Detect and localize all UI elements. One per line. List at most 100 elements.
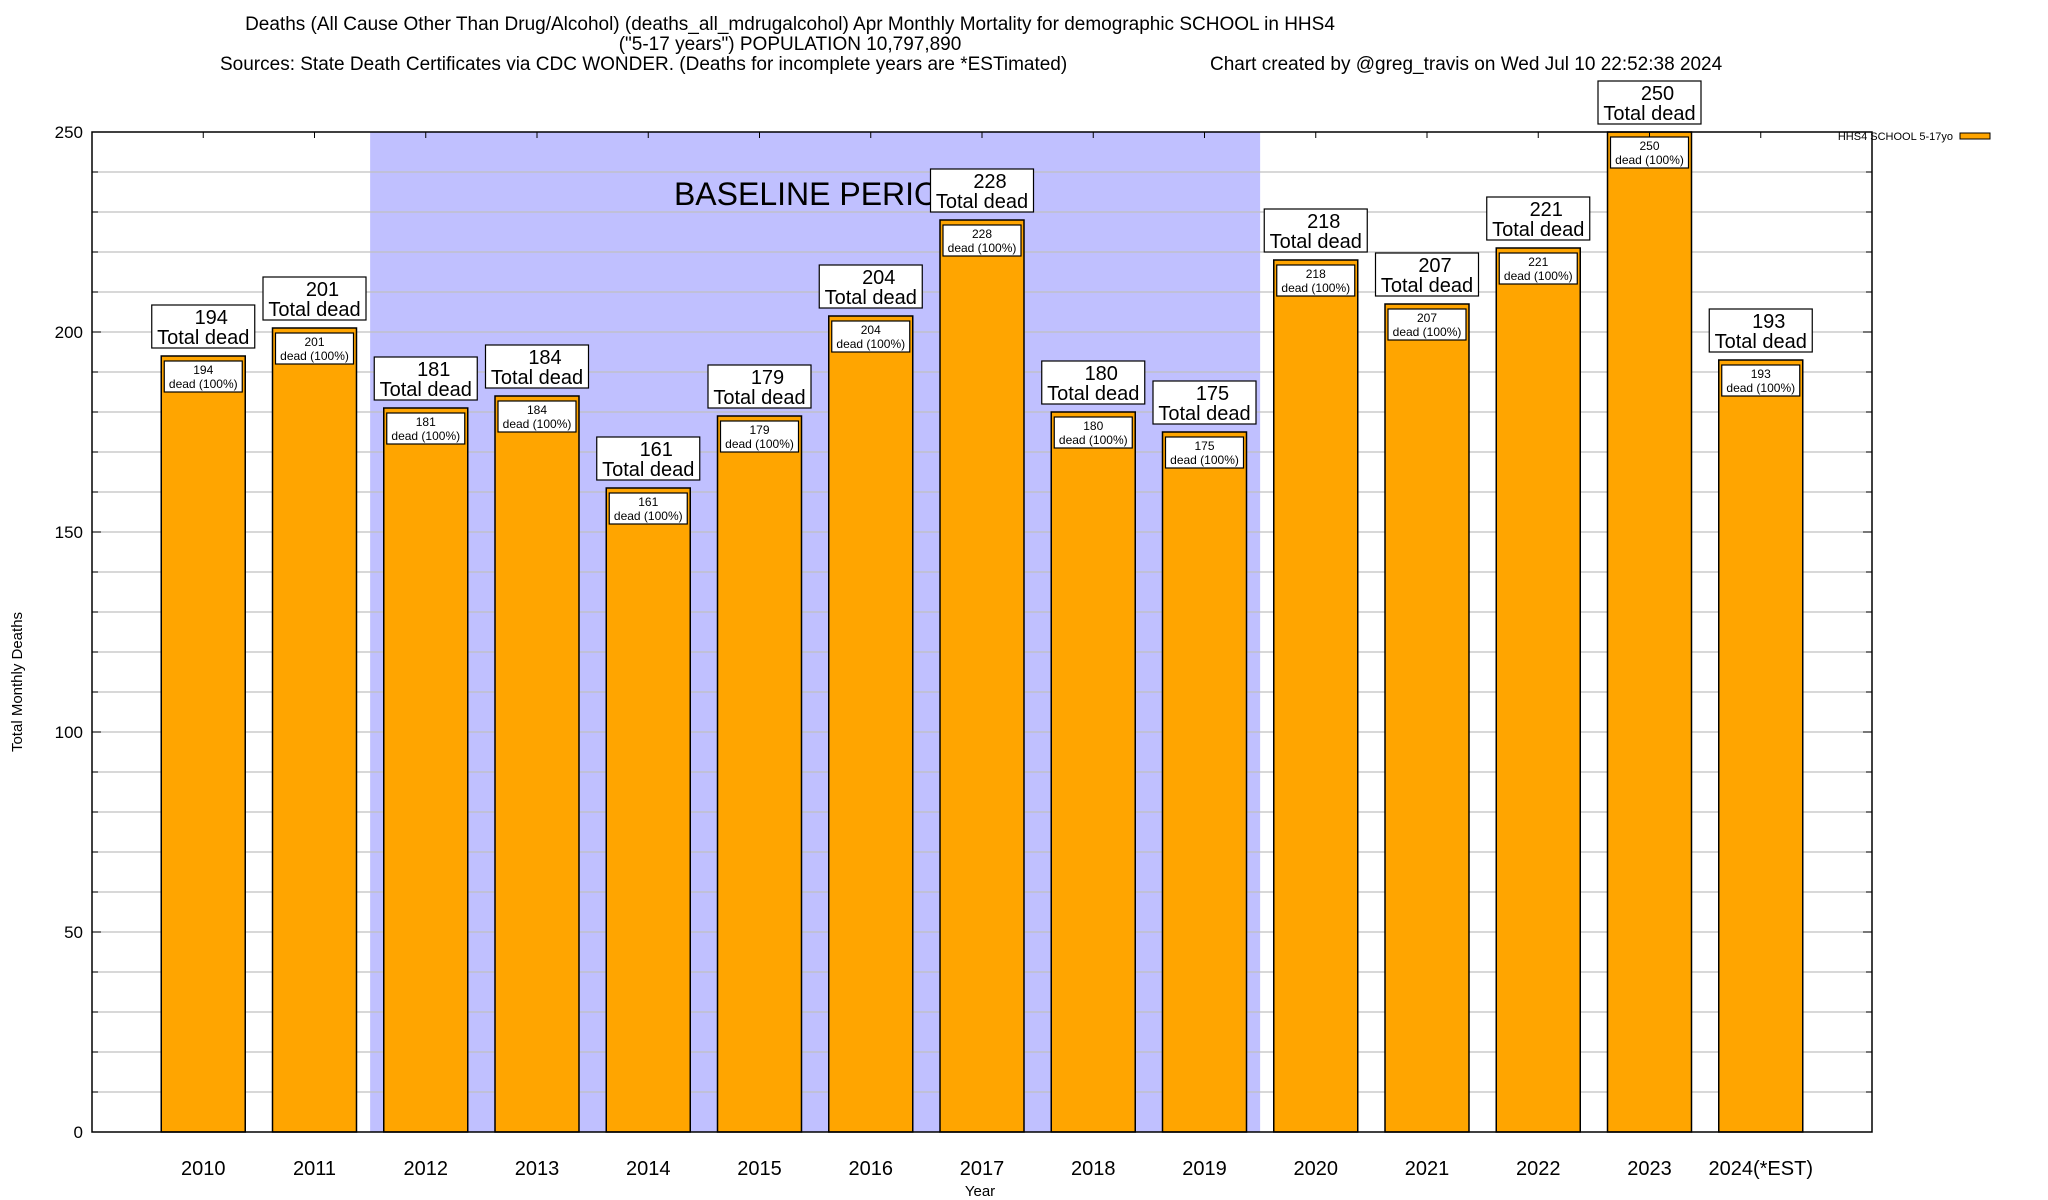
total-label-text: Total dead: [1047, 383, 1139, 405]
total-label-text: Total dead: [380, 379, 472, 401]
total-label-value: 228: [973, 171, 1006, 193]
legend-label: HHS4 SCHOOL 5-17yo: [1838, 131, 1953, 143]
inner-label-value: 180: [1083, 419, 1103, 433]
total-label-text: Total dead: [1492, 219, 1584, 241]
total-label-box: [373, 356, 478, 401]
bar-2015: [716, 415, 803, 1133]
baseline-period-label: BASELINE PERIOD: [674, 176, 962, 212]
inner-label-box: [274, 332, 355, 365]
inner-label-text: dead (100%): [1170, 453, 1239, 467]
plot-frame: [91, 131, 1873, 1133]
inner-label-text: dead (100%): [1281, 281, 1350, 295]
x-tick-label: 2018: [1071, 1158, 1116, 1180]
total-label-value: 250: [1641, 83, 1674, 105]
total-label-box: [707, 364, 812, 409]
bar-2024(*EST): [1718, 359, 1804, 1133]
inner-label-box: [1387, 308, 1467, 341]
total-label-value: 175: [1196, 383, 1229, 405]
total-label-box: [1263, 208, 1368, 253]
inner-label-value: 179: [749, 423, 769, 437]
inner-label-box: [1053, 416, 1133, 449]
inner-label-text: dead (100%): [280, 349, 349, 363]
inner-label-box: [1498, 252, 1578, 285]
total-label-box: [1152, 380, 1257, 425]
inner-label-box: [163, 360, 243, 393]
total-label-box: [1374, 252, 1480, 297]
total-label-box: [818, 264, 923, 309]
inner-label-box: [1721, 364, 1801, 397]
total-label-box: [1597, 80, 1702, 125]
total-label-value: 221: [1530, 199, 1563, 221]
inner-label-value: 175: [1194, 439, 1214, 453]
inner-label-value: 201: [304, 335, 324, 349]
bar-2014: [605, 487, 691, 1133]
inner-label-value: 194: [193, 363, 213, 377]
total-label-box: [1041, 360, 1146, 405]
total-label-value: 180: [1085, 363, 1118, 385]
inner-label-box: [831, 320, 911, 353]
total-label-box: [1486, 196, 1591, 241]
bar-2011: [271, 327, 358, 1133]
inner-label-text: dead (100%): [169, 377, 238, 391]
total-label-box: [929, 168, 1035, 213]
inner-label-value: 218: [1306, 267, 1326, 281]
inner-label-value: 221: [1528, 255, 1548, 269]
inner-label-value: 181: [416, 415, 436, 429]
inner-label-value: 161: [638, 495, 658, 509]
bar-2017: [939, 219, 1025, 1133]
x-tick-label: 2011: [293, 1158, 336, 1180]
total-label-value: 193: [1752, 311, 1785, 333]
inner-label-text: dead (100%): [725, 437, 794, 451]
total-label-text: Total dead: [1715, 331, 1807, 353]
y-axis-label: Total Monthly Deaths: [9, 612, 26, 752]
inner-label-box: [497, 400, 577, 433]
total-label-box: [484, 344, 590, 389]
total-label-text: Total dead: [1603, 103, 1695, 125]
bar-2018: [1050, 411, 1136, 1133]
total-label-value: 161: [640, 439, 673, 461]
y-tick-label: 250: [55, 123, 83, 142]
total-label-text: Total dead: [268, 299, 360, 321]
x-tick-label: 2024(*EST): [1709, 1158, 1814, 1180]
total-label-box: [262, 276, 367, 321]
x-tick-label: 2012: [404, 1158, 449, 1180]
inner-label-value: 228: [972, 227, 992, 241]
x-axis-label: Year: [965, 1183, 995, 1200]
inner-label-text: dead (100%): [948, 241, 1017, 255]
inner-label-text: dead (100%): [1615, 153, 1684, 167]
total-label-text: Total dead: [713, 387, 805, 409]
total-label-box: [1708, 308, 1813, 353]
x-tick-label: 2016: [849, 1158, 894, 1180]
y-tick-label: 0: [74, 1123, 83, 1142]
y-tick-label: 50: [64, 923, 83, 942]
total-label-box: [596, 436, 701, 481]
total-label-value: 204: [862, 267, 895, 289]
chart-sources: Sources: State Death Certificates via CD…: [220, 54, 1068, 75]
x-tick-label: 2017: [960, 1158, 1005, 1180]
legend-swatch: [1959, 132, 1991, 140]
inner-label-box: [1164, 436, 1245, 469]
total-label-value: 179: [751, 367, 784, 389]
chart-title-line-2: ("5-17 years") POPULATION 10,797,890: [618, 34, 962, 55]
total-label-text: Total dead: [825, 287, 917, 309]
bar-2021: [1384, 303, 1470, 1133]
inner-label-text: dead (100%): [1726, 381, 1795, 395]
inner-label-box: [1609, 136, 1690, 169]
bar-2016: [828, 315, 914, 1133]
chart-title-line-1: Deaths (All Cause Other Than Drug/Alcoho…: [245, 14, 1335, 35]
inner-label-value: 204: [861, 323, 881, 337]
total-label-value: 194: [195, 307, 228, 329]
inner-label-value: 184: [527, 403, 547, 417]
y-tick-label: 200: [55, 323, 83, 342]
total-label-value: 218: [1307, 211, 1340, 233]
inner-label-text: dead (100%): [1059, 433, 1128, 447]
inner-label-box: [719, 420, 800, 453]
x-tick-label: 2019: [1182, 1158, 1227, 1180]
bar-2010: [160, 355, 246, 1133]
total-label-value: 207: [1418, 255, 1451, 277]
total-label-value: 201: [306, 279, 339, 301]
total-label-text: Total dead: [602, 459, 694, 481]
total-label-text: Total dead: [157, 327, 249, 349]
bar-2020: [1273, 259, 1359, 1133]
bar-2012: [383, 407, 469, 1133]
